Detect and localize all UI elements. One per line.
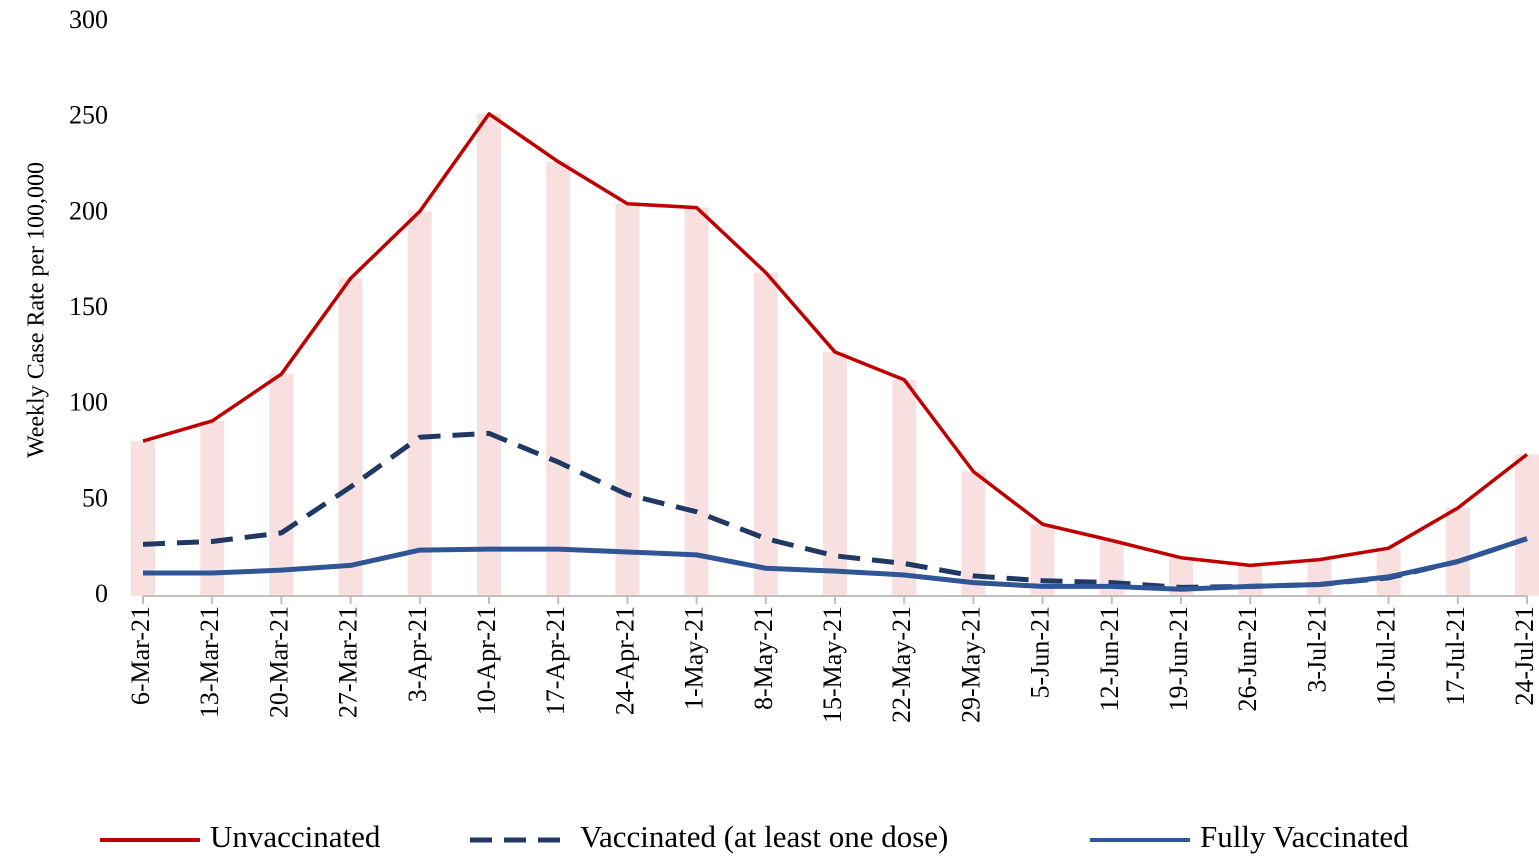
legend-label: Fully Vaccinated bbox=[1200, 819, 1409, 854]
drop-bar bbox=[1515, 454, 1539, 596]
x-tick-label: 15-May-21 bbox=[818, 606, 847, 723]
x-tick-label: 6-Mar-21 bbox=[126, 606, 155, 705]
x-tick-label: 17-Apr-21 bbox=[541, 606, 570, 715]
x-tick-label: 27-Mar-21 bbox=[334, 606, 363, 718]
x-tick-label: 13-Mar-21 bbox=[195, 606, 224, 718]
drop-bar bbox=[338, 278, 363, 596]
drop-bar bbox=[684, 207, 709, 597]
x-tick-label: 3-Apr-21 bbox=[403, 606, 432, 702]
y-tick-label: 300 bbox=[69, 5, 108, 34]
drop-bar bbox=[615, 203, 640, 596]
y-tick-label: 50 bbox=[82, 483, 108, 512]
series-line bbox=[143, 536, 1528, 592]
x-tick-label: 12-Jun-21 bbox=[1095, 606, 1124, 711]
x-tick-label: 20-Mar-21 bbox=[264, 606, 293, 718]
x-tick-label: 5-Jun-21 bbox=[1026, 606, 1055, 698]
x-tick-label: 3-Jul-21 bbox=[1302, 606, 1331, 693]
legend-label: Unvaccinated bbox=[210, 819, 381, 854]
series-line bbox=[142, 112, 1529, 568]
x-tick-label: 29-May-21 bbox=[956, 606, 985, 723]
x-tick-label: 10-Jul-21 bbox=[1372, 606, 1401, 706]
drop-bar bbox=[1307, 559, 1332, 596]
x-tick-label: 24-Apr-21 bbox=[610, 606, 639, 715]
x-tick-label: 24-Jul-21 bbox=[1510, 606, 1539, 706]
drop-bar bbox=[477, 113, 501, 596]
drop-bar bbox=[269, 374, 294, 596]
drop-bar bbox=[131, 441, 155, 596]
drop-bar bbox=[753, 272, 778, 596]
legend-label: Vaccinated (at least one dose) bbox=[580, 819, 948, 854]
y-tick-label: 250 bbox=[69, 101, 108, 130]
x-tick-label: 8-May-21 bbox=[749, 606, 778, 710]
x-tick-label: 19-Jun-21 bbox=[1164, 606, 1193, 711]
x-tick-label: 26-Jun-21 bbox=[1233, 606, 1262, 711]
y-tick-label: 200 bbox=[69, 196, 108, 225]
drop-bar bbox=[892, 379, 917, 596]
x-tick-label: 1-May-21 bbox=[680, 606, 709, 710]
drop-bar bbox=[823, 352, 847, 596]
drop-bar bbox=[1238, 565, 1263, 596]
y-tick-label: 150 bbox=[69, 292, 108, 321]
x-tick-label: 10-Apr-21 bbox=[472, 606, 501, 715]
drop-bar bbox=[1376, 548, 1401, 596]
drop-bar bbox=[546, 161, 571, 596]
x-tick-label: 17-Jul-21 bbox=[1441, 606, 1470, 706]
y-axis-label: Weekly Case Rate per 100,000 bbox=[24, 162, 50, 458]
drop-bar bbox=[407, 211, 432, 597]
y-tick-label: 0 bbox=[95, 579, 108, 608]
drop-bar bbox=[200, 420, 225, 596]
x-tick-label: 22-May-21 bbox=[887, 606, 916, 723]
drop-bar bbox=[1445, 507, 1470, 596]
y-tick-label: 100 bbox=[69, 388, 108, 417]
